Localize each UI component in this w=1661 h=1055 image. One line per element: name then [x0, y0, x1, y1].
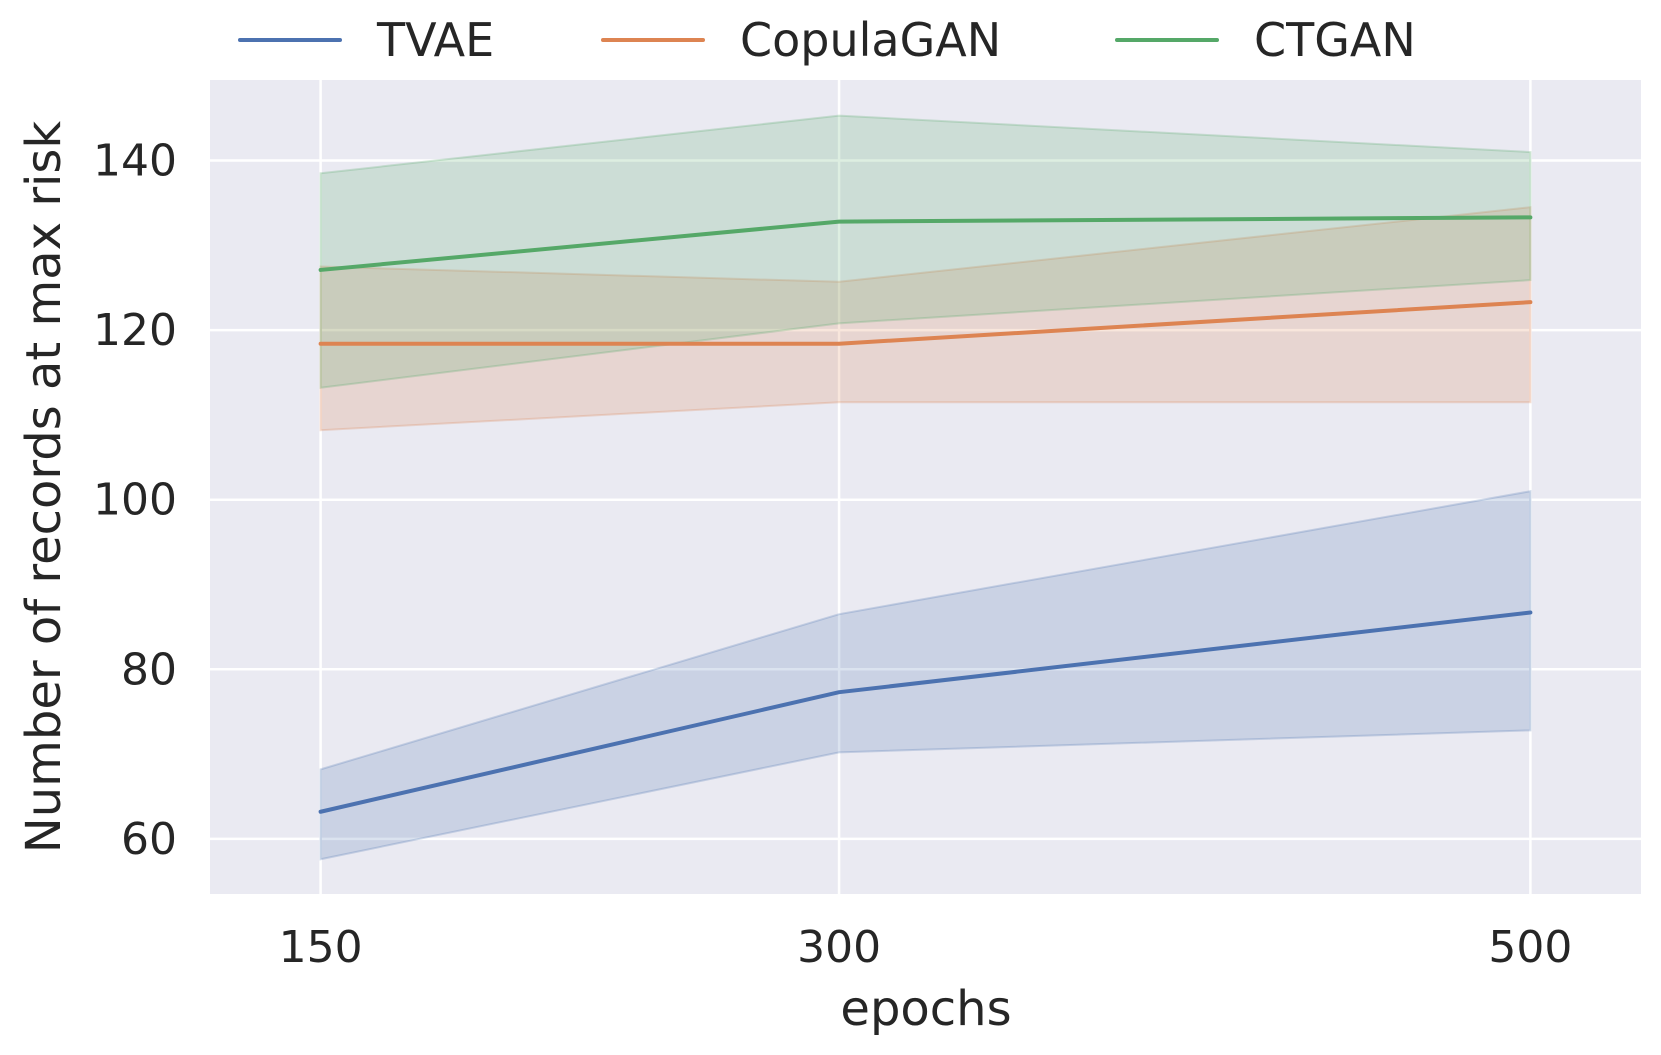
x-tick-label: 150	[279, 922, 363, 973]
series-line-tvae	[318, 610, 1533, 814]
legend: TVAE CopulaGAN CTGAN	[238, 13, 1416, 67]
ci-band-tvae	[319, 490, 1532, 861]
legend-label-tvae: TVAE	[376, 13, 494, 67]
series-line-copulagan	[318, 300, 1533, 346]
confidence-bands	[319, 114, 1532, 861]
ci-band-copulagan	[319, 206, 1532, 432]
series-lines	[318, 215, 1533, 814]
y-tick-label: 140	[93, 136, 177, 187]
y-axis-label: Number of records at max risk	[16, 121, 72, 854]
y-tick-label: 60	[121, 814, 177, 865]
y-tick-label: 100	[93, 475, 177, 526]
x-axis-ticks: 150 300 500	[279, 922, 1573, 973]
x-axis-label: epochs	[840, 981, 1011, 1037]
legend-label-ctgan: CTGAN	[1254, 13, 1416, 67]
y-tick-label: 80	[121, 644, 177, 695]
plot-background	[210, 80, 1641, 894]
legend-label-copulagan: CopulaGAN	[740, 13, 1001, 67]
x-tick-label: 500	[1488, 922, 1572, 973]
x-tick-label: 300	[797, 922, 881, 973]
ci-band-ctgan	[319, 114, 1532, 389]
y-tick-label: 120	[93, 305, 177, 356]
y-axis-ticks: 60 80 100 120 140	[93, 136, 177, 865]
series-line-ctgan	[318, 215, 1533, 272]
